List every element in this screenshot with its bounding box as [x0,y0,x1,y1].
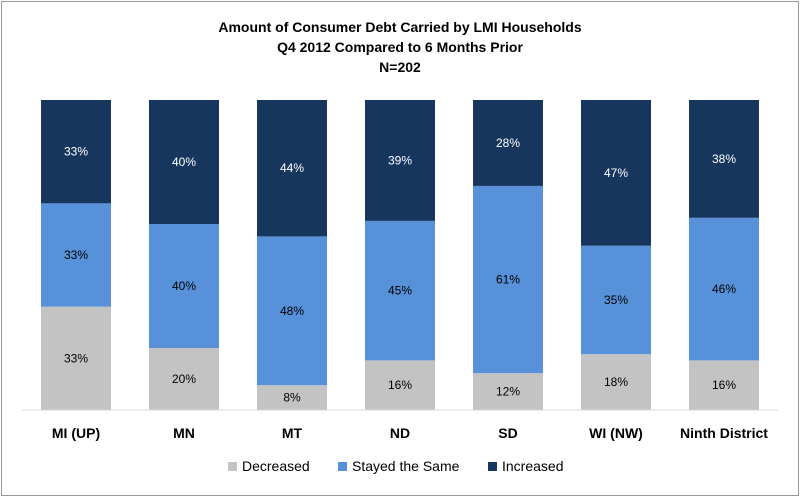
bars-group: 33% 33% 33% 20% 40% 40% 8% 48% 44% 16% 45% 39% 12% 61… [41,100,759,410]
data-label-increased-ninth-district: 38% [712,152,736,166]
x-tick-labels: MI (UP) MN MT ND SD WI (NW) Ninth District [52,425,768,441]
chart-title-line-2: Q4 2012 Compared to 6 Months Prior [277,39,523,55]
legend-swatch-stayed-the-same [338,462,347,471]
bar-decreased-ninth-district [689,360,759,410]
data-label-stayed-the-same-mi-up: 33% [64,248,88,262]
x-tick-label-mt: MT [282,425,303,441]
bar-stayed-the-same-sd [473,185,543,374]
data-label-stayed-the-same-nd: 45% [388,284,412,298]
bar-increased-nd [365,100,435,221]
data-label-increased-mt: 44% [280,161,304,175]
legend-label-decreased: Decreased [242,458,310,474]
legend-swatch-decreased [228,462,237,471]
data-label-decreased-mn: 20% [172,372,196,386]
data-label-decreased-mi-up: 33% [64,351,88,365]
bar-increased-mi-up [41,100,111,204]
bar-decreased-mt [257,385,327,410]
data-label-decreased-wi-nw: 18% [604,375,628,389]
bar-decreased-nd [365,360,435,410]
x-tick-label-mi-up: MI (UP) [52,425,100,441]
x-tick-label-wi-nw: WI (NW) [589,425,643,441]
data-label-stayed-the-same-mn: 40% [172,279,196,293]
data-label-increased-mn: 40% [172,155,196,169]
legend: Decreased Stayed the Same Increased [228,458,563,474]
data-label-increased-nd: 39% [388,153,412,167]
chart-title-group: Amount of Consumer Debt Carried by LMI H… [218,19,581,75]
data-label-decreased-nd: 16% [388,378,412,392]
data-label-stayed-the-same-sd: 61% [496,273,520,287]
bar-stayed-the-same-ninth-district [689,217,759,361]
bar-stayed-the-same-mn [149,224,219,348]
data-label-decreased-ninth-district: 16% [712,378,736,392]
data-label-increased-wi-nw: 47% [604,166,628,180]
legend-label-increased: Increased [502,458,563,474]
data-label-increased-sd: 28% [496,136,520,150]
x-tick-label-ninth-district: Ninth District [680,425,768,441]
bar-increased-sd [473,100,543,186]
bar-increased-mt [257,100,327,237]
data-label-increased-mi-up: 33% [64,145,88,159]
bar-stayed-the-same-wi-nw [581,245,651,355]
legend-label-stayed-the-same: Stayed the Same [352,458,460,474]
chart-title-line-3: N=202 [379,59,421,75]
bar-decreased-mi-up [41,306,111,410]
bar-decreased-sd [473,373,543,410]
data-label-decreased-mt: 8% [283,391,301,405]
bar-increased-wi-nw [581,100,651,246]
chart-title-line-1: Amount of Consumer Debt Carried by LMI H… [218,19,581,35]
data-label-stayed-the-same-ninth-district: 46% [712,282,736,296]
bar-increased-mn [149,100,219,224]
bar-increased-ninth-district [689,100,759,218]
bar-decreased-wi-nw [581,354,651,410]
bar-decreased-mn [149,348,219,410]
x-tick-label-nd: ND [390,425,410,441]
data-label-decreased-sd: 12% [496,385,520,399]
bar-stayed-the-same-mt [257,236,327,386]
x-tick-label-sd: SD [498,425,517,441]
bar-stayed-the-same-mi-up [41,203,111,307]
data-label-stayed-the-same-mt: 48% [280,304,304,318]
data-label-stayed-the-same-wi-nw: 35% [604,293,628,307]
bar-stayed-the-same-nd [365,220,435,361]
legend-swatch-increased [488,462,497,471]
x-tick-label-mn: MN [173,425,195,441]
